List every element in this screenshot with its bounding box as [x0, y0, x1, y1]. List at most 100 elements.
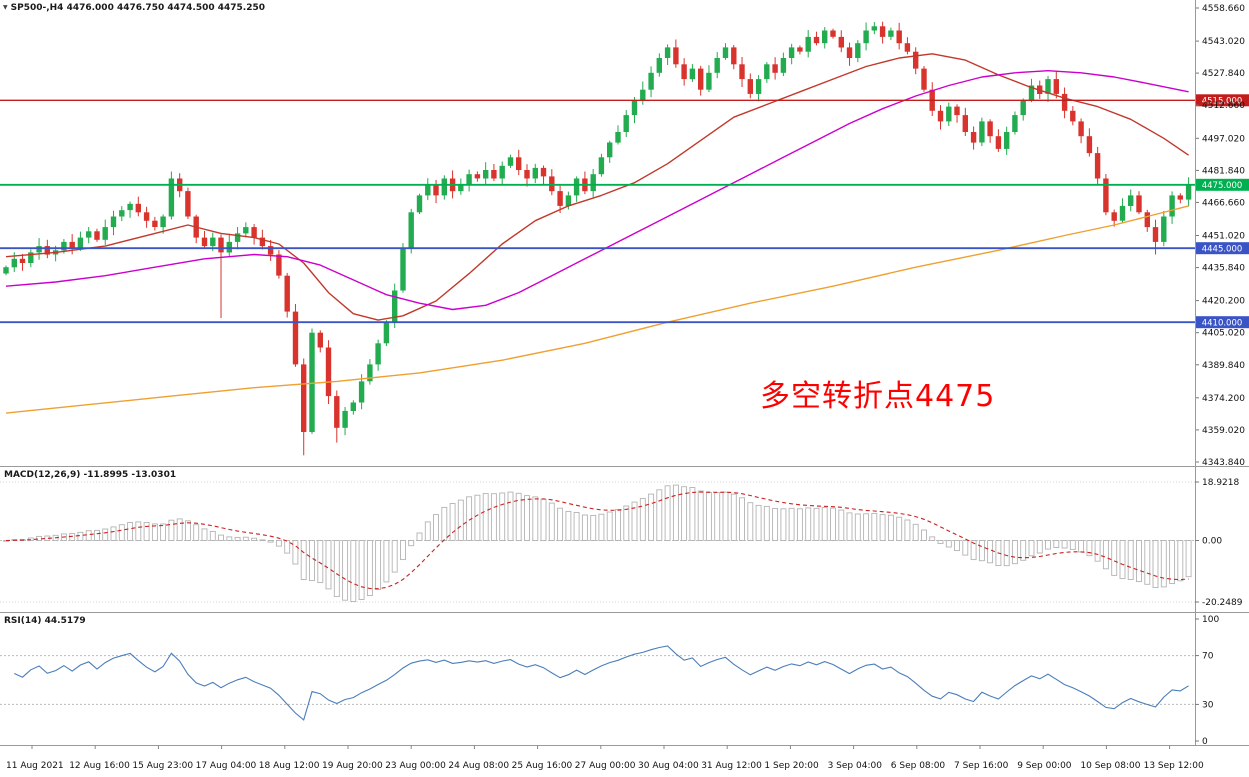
rsi-indicator-label: RSI(14) 44.5179 [4, 616, 86, 626]
candle-body [731, 47, 737, 65]
macd-histogram-bar [168, 519, 175, 541]
candle-body [516, 157, 522, 170]
candle-body [722, 47, 729, 58]
macd-histogram-bar [813, 507, 820, 541]
macd-histogram-bar [490, 493, 497, 541]
candle-body [879, 26, 886, 37]
candle-body [805, 36, 811, 52]
candle-body [846, 47, 853, 58]
candle-body [102, 227, 108, 240]
y-axis-label: 4497.020 [1202, 134, 1245, 144]
candle-body [1119, 205, 1126, 221]
macd-histogram-bar [193, 524, 200, 541]
candle-body [1028, 85, 1035, 101]
macd-histogram-bar [648, 493, 655, 541]
macd-histogram-bar [77, 531, 84, 541]
macd-histogram-bar [573, 512, 580, 541]
macd-histogram-bar [830, 507, 836, 541]
macd-histogram-bar [995, 540, 1002, 567]
time-axis-label: 24 Aug 08:00 [448, 761, 509, 771]
candle-body [358, 381, 365, 403]
candle-body [788, 47, 795, 58]
candle-body [590, 174, 596, 192]
candle-body [656, 58, 662, 73]
y-axis-label: 4359.020 [1202, 426, 1245, 436]
macd-histogram-bar [879, 514, 886, 541]
candle-body [218, 237, 224, 253]
price-tag [1196, 178, 1249, 191]
macd-histogram-bar [945, 540, 952, 548]
macd-histogram-bar [590, 514, 597, 541]
macd-histogram-bar [143, 522, 150, 541]
macd-histogram-bar [499, 492, 506, 541]
candle-body [367, 364, 373, 382]
time-axis-label: 30 Aug 04:00 [638, 761, 699, 771]
macd-histogram-bar [209, 530, 216, 541]
macd-histogram-bar [424, 521, 431, 541]
macd-histogram-bar [507, 491, 514, 541]
macd-histogram-bar [251, 537, 258, 541]
macd-histogram-bar [234, 536, 241, 541]
macd-histogram-bar [1102, 540, 1109, 570]
y-axis-label: 4543.020 [1202, 37, 1245, 47]
macd-histogram-bar [730, 493, 737, 541]
macd-histogram-bar [846, 512, 853, 541]
candle-body [135, 203, 141, 213]
candle-body [689, 68, 696, 80]
price-tag [1196, 316, 1249, 329]
candle-body [532, 167, 538, 179]
candle-body [1053, 79, 1059, 94]
candle-body [110, 216, 117, 228]
macd-histogram-bar [1136, 540, 1142, 583]
candle-body [755, 79, 762, 94]
time-axis-label: 18 Aug 12:00 [259, 761, 320, 771]
macd-axis-label: 18.9218 [1202, 478, 1239, 488]
macd-histogram-bar [1160, 540, 1167, 588]
candle-body [86, 231, 92, 238]
macd-histogram-bar [1144, 540, 1151, 585]
macd-histogram-bar [871, 512, 878, 541]
macd-histogram-bar [557, 507, 564, 541]
candle-body [830, 30, 836, 37]
price-tag [1196, 242, 1249, 255]
macd-histogram-bar [788, 507, 795, 541]
symbol-title: ▼ SP500-,H4 4476.000 4476.750 4474.500 4… [3, 3, 265, 13]
time-axis-label: 6 Sep 08:00 [891, 761, 946, 771]
macd-histogram-bar [672, 484, 679, 541]
rsi-line [14, 645, 1189, 721]
macd-histogram-bar [218, 534, 224, 541]
macd-histogram-bar [615, 509, 621, 541]
macd-histogram-bar [1036, 540, 1043, 554]
time-axis-label: 23 Aug 00:00 [385, 761, 446, 771]
macd-histogram-bar [689, 487, 696, 541]
candle-body [251, 227, 257, 238]
macd-histogram-bar [524, 495, 530, 541]
candle-body [1103, 178, 1109, 213]
macd-histogram-bar [1094, 540, 1101, 562]
y-axis-label: 4512.660 [1202, 101, 1245, 111]
y-axis-label: 4481.840 [1202, 166, 1245, 176]
y-axis-label: 4343.840 [1202, 458, 1245, 468]
y-axis-label: 4527.840 [1202, 69, 1245, 79]
macd-histogram-bar [135, 521, 142, 541]
macd-histogram-bar [747, 502, 754, 541]
macd-histogram-bar [1011, 540, 1018, 565]
macd-histogram-bar [27, 537, 34, 541]
macd-histogram-bar [1061, 540, 1068, 549]
time-axis-label: 9 Sep 00:00 [1017, 761, 1072, 771]
candle-body [325, 347, 332, 397]
macd-indicator-label: MACD(12,26,9) -11.8995 -13.0301 [4, 470, 177, 480]
macd-histogram-bar [1152, 540, 1159, 589]
rsi-axis-label: 0 [1202, 737, 1208, 747]
macd-histogram-bar [1053, 540, 1060, 548]
macd-histogram-bar [921, 529, 927, 541]
macd-histogram-bar [482, 493, 489, 541]
macd-histogram-bar [151, 523, 158, 541]
macd-histogram-bar [697, 490, 704, 541]
candle-body [69, 241, 75, 249]
candle-body [61, 241, 67, 251]
macd-histogram-bar [1086, 540, 1093, 557]
macd-histogram-bar [176, 518, 183, 541]
